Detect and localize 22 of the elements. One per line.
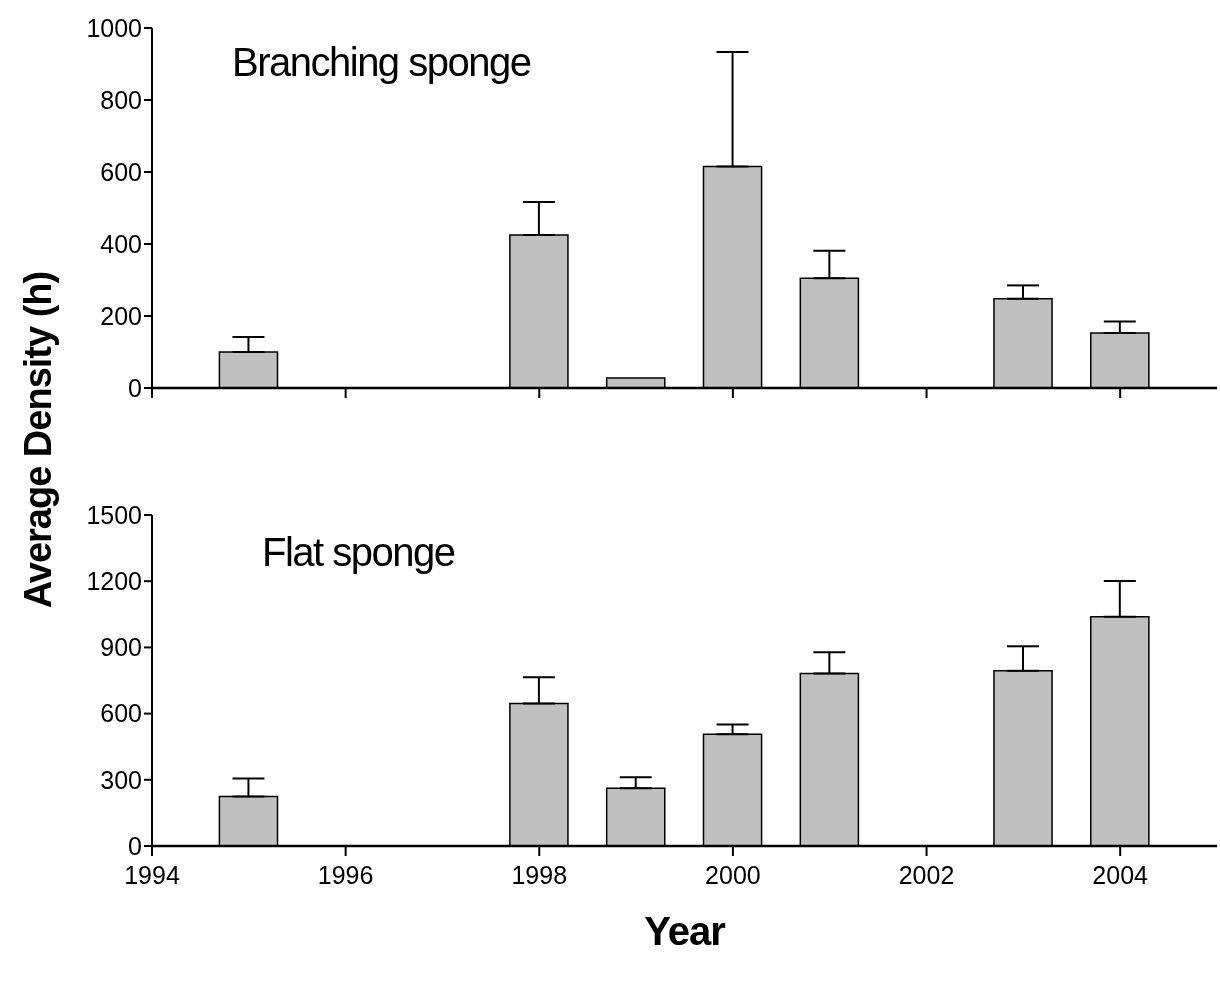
y-tick-label: 400 bbox=[100, 229, 142, 258]
x-tick-label: 2000 bbox=[705, 860, 761, 889]
chart-title: Branching sponge bbox=[232, 40, 531, 85]
y-tick-label: 300 bbox=[100, 765, 142, 794]
x-tick-label: 1996 bbox=[317, 860, 374, 889]
x-axis-title: Year bbox=[643, 908, 727, 955]
x-tick-label: 1998 bbox=[511, 860, 568, 889]
y-tick-label: 900 bbox=[100, 633, 142, 662]
y-tick-label: 800 bbox=[100, 85, 142, 114]
y-axis-title: Average Density (h) bbox=[16, 270, 60, 611]
y-tick-label: 1000 bbox=[86, 13, 142, 42]
x-tick-label: 2002 bbox=[898, 860, 955, 889]
y-tick-label: 1200 bbox=[86, 567, 142, 596]
y-tick-label: 1500 bbox=[86, 500, 142, 529]
y-tick-label: 0 bbox=[128, 831, 142, 860]
y-tick-label: 600 bbox=[100, 699, 142, 728]
x-tick-label: 2004 bbox=[1092, 860, 1149, 889]
chart-title: Flat sponge bbox=[262, 530, 455, 575]
y-tick-label: 0 bbox=[128, 373, 142, 402]
x-tick-label: 1994 bbox=[124, 860, 180, 889]
y-tick-label: 200 bbox=[100, 301, 142, 330]
y-tick-label: 600 bbox=[100, 157, 142, 186]
